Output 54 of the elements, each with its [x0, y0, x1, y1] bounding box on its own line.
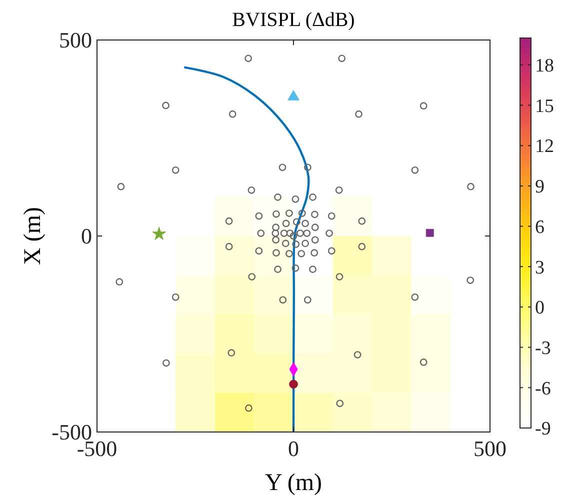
color-bar-label: 12: [535, 136, 554, 158]
point: [294, 314, 333, 354]
point: [332, 236, 372, 276]
point: [176, 354, 215, 393]
point: [254, 392, 294, 432]
color-bar-label: -6: [535, 378, 551, 400]
point: [411, 354, 451, 393]
point: [294, 275, 333, 314]
point: [176, 392, 215, 432]
point: [176, 314, 215, 354]
point: [332, 275, 372, 314]
point: [294, 354, 333, 393]
point: [214, 314, 254, 354]
point: [332, 354, 372, 393]
color-bar-label: 15: [535, 96, 554, 117]
point: [332, 392, 372, 432]
color-bar-label: 3: [535, 257, 544, 278]
point: [411, 392, 451, 432]
point: [288, 90, 300, 100]
color-bar-label: -9: [535, 418, 551, 440]
point: [411, 314, 451, 354]
point: [372, 275, 412, 314]
point: [254, 354, 294, 393]
color-bar-label: 0: [535, 298, 544, 319]
color-bar-label: 9: [535, 176, 544, 198]
point: [176, 236, 215, 276]
point: [152, 226, 166, 240]
point: [426, 228, 434, 237]
point: [214, 354, 254, 393]
point: [294, 392, 333, 432]
x-tick-label: 500: [474, 436, 506, 461]
point: [372, 392, 412, 432]
color-bar-label: 6: [535, 216, 544, 238]
point: [254, 314, 294, 354]
point: [214, 275, 254, 314]
point: [214, 236, 254, 276]
color-bar-label: 18: [535, 56, 554, 77]
point: [332, 196, 372, 236]
x-axis-title: Y (m): [264, 470, 322, 496]
point: [214, 392, 254, 432]
y-tick-label: 0: [81, 224, 92, 249]
chart-title: BVISPL (ΔdB): [232, 9, 355, 31]
point: [214, 196, 254, 236]
y-axis-title: X (m): [20, 207, 46, 265]
point: [332, 314, 372, 354]
y-tick-label: 500: [59, 28, 92, 53]
point: [372, 236, 412, 276]
point: [411, 275, 451, 314]
x-tick-label: 0: [288, 436, 299, 461]
point: [176, 275, 215, 314]
point: [289, 380, 298, 389]
point: [372, 354, 412, 393]
point: [254, 275, 294, 314]
color-bar-label: -3: [535, 338, 551, 359]
